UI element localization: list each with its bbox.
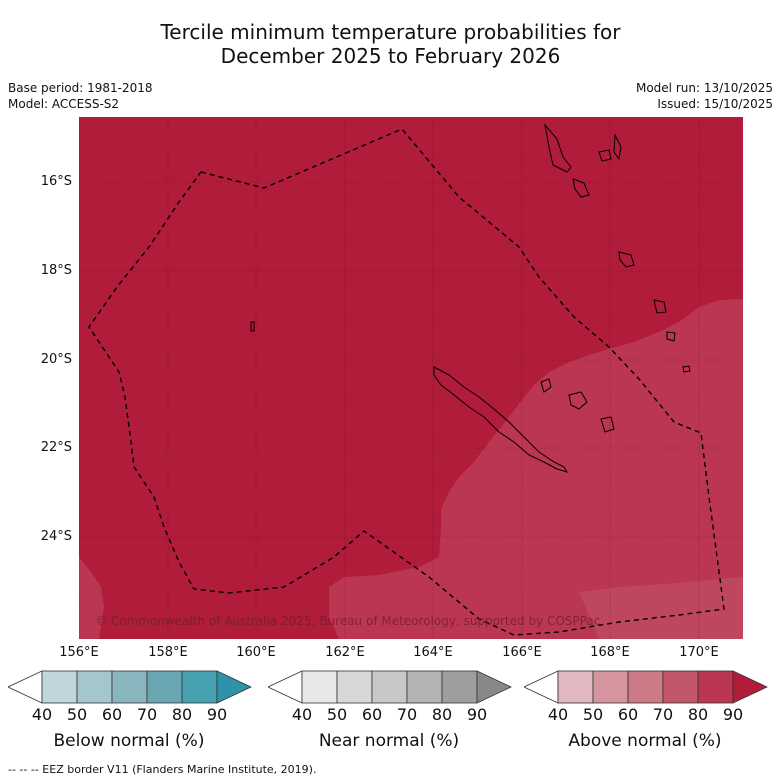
tick-near-90: 90 <box>466 705 488 724</box>
vanuatu-ambae <box>613 133 622 161</box>
tick-below-90: 90 <box>206 705 228 724</box>
tick-below-80: 80 <box>171 705 193 724</box>
tick-near-60: 60 <box>361 705 383 724</box>
vanuatu-santo <box>544 123 572 173</box>
tick-above-70: 70 <box>652 705 674 724</box>
loyalty-island-3 <box>600 416 615 433</box>
tick-above-80: 80 <box>687 705 709 724</box>
loyalty-island-1 <box>540 378 552 393</box>
model-name: Model: ACCESS-S2 <box>8 97 120 111</box>
tick-near-70: 70 <box>396 705 418 724</box>
vanuatu-efate <box>572 178 590 198</box>
lon-label-166e: 166°E <box>502 645 542 660</box>
tick-below-60: 60 <box>101 705 123 724</box>
eez-border <box>88 128 725 636</box>
new-caledonia-coast <box>433 366 569 473</box>
loyalty-island-2 <box>568 391 588 410</box>
issued-date: Issued: 15/10/2025 <box>657 97 773 111</box>
lat-label-16s: 16°S <box>40 174 72 189</box>
chart-title-line1: Tercile minimum temperature probabilitie… <box>160 20 621 44</box>
tick-below-70: 70 <box>136 705 158 724</box>
lat-label-22s: 22°S <box>40 440 72 455</box>
model-run: Model run: 13/10/2025 <box>635 81 773 95</box>
graticule <box>79 117 743 639</box>
small-island-a <box>250 321 255 332</box>
vanuatu-erromango <box>618 251 635 268</box>
chart-title-line2: December 2025 to February 2026 <box>220 44 561 68</box>
colorbar-below-normal <box>8 670 252 704</box>
map-region-above-80-left <box>79 557 104 639</box>
colorbar-below-title: Below normal (%) <box>53 731 205 751</box>
tick-above-50: 50 <box>582 705 604 724</box>
map-region-above-80 <box>329 299 743 639</box>
vanuatu-malekula <box>598 149 612 162</box>
vanuatu-tanna <box>653 299 667 314</box>
lon-label-162e: 162°E <box>325 645 365 660</box>
probability-map <box>79 117 743 639</box>
colorbar-above-title: Above normal (%) <box>568 731 722 751</box>
tick-above-60: 60 <box>617 705 639 724</box>
lon-label-160e: 160°E <box>236 645 276 660</box>
tick-near-80: 80 <box>431 705 453 724</box>
lon-label-168e: 168°E <box>590 645 630 660</box>
coastlines <box>250 123 691 473</box>
tick-below-50: 50 <box>66 705 88 724</box>
base-period: Base period: 1981-2018 <box>8 81 153 95</box>
tick-above-40: 40 <box>547 705 569 724</box>
tick-below-40: 40 <box>31 705 53 724</box>
lat-label-24s: 24°S <box>40 529 72 544</box>
tick-near-50: 50 <box>326 705 348 724</box>
lon-label-164e: 164°E <box>413 645 453 660</box>
colorbar-near-title: Near normal (%) <box>318 731 460 751</box>
tick-near-40: 40 <box>291 705 313 724</box>
lat-label-18s: 18°S <box>40 263 72 278</box>
hunter-island <box>682 365 691 373</box>
colorbar-near-normal <box>268 670 512 704</box>
map-region-above-70 <box>579 577 743 639</box>
vanuatu-aneityum <box>666 331 676 342</box>
tick-above-90: 90 <box>722 705 744 724</box>
lon-label-158e: 158°E <box>148 645 188 660</box>
lon-label-170e: 170°E <box>679 645 719 660</box>
colorbar-above-normal <box>524 670 768 704</box>
eez-border-footnote: -- -- -- EEZ border V11 (Flanders Marine… <box>8 763 317 776</box>
lat-label-20s: 20°S <box>40 352 72 367</box>
copyright-notice: © Commonwealth of Australia 2025, Bureau… <box>95 614 601 628</box>
lon-label-156e: 156°E <box>59 645 99 660</box>
